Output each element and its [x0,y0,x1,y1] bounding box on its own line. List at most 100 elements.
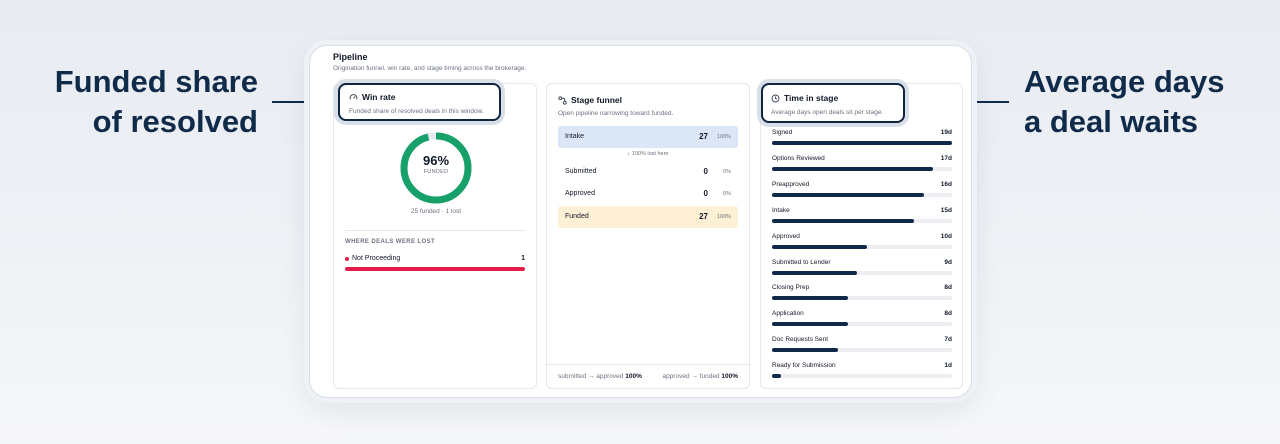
stage-name: Doc Requests Sent [772,336,829,344]
conversion-value: 100% [625,373,642,380]
stage-name: Approved [772,232,800,240]
stage-time-row: Closing Prep 8d [772,284,952,304]
stage-days: 8d [944,284,952,292]
conversion-value: 100% [721,373,738,380]
stage-name: Intake [772,206,790,214]
stage-name: Options Reviewed [772,154,825,162]
stage-name: Preapproved [772,180,810,188]
lost-reason-bar [345,267,525,271]
stage-bar-fill [772,374,782,379]
lost-reason-count: 1 [521,255,525,262]
funnel-row-intake[interactable]: Intake 27 100% [558,126,738,148]
funnel-row-count: 0 [703,189,708,198]
stage-bar-fill [772,296,848,301]
stage-bar-track [772,218,952,223]
lost-dot-icon [345,257,349,261]
win-rate-ring-label: FUNDED [423,169,449,175]
conversion-label: approved → funded [662,373,720,380]
stage-bar-fill [772,322,848,327]
stage-bar-fill [772,166,934,171]
win-rate-card: 96% FUNDED 25 funded · 1 lost WHERE DEAL… [333,83,537,389]
time-in-stage-card: Signed 19d Options Reviewed 17d Preapproved 1… [760,83,963,389]
panel-title: Pipeline [333,52,368,62]
funnel-title: Stage funnel [571,95,623,105]
time-in-stage-header-highlight: Time in stage Average days open deals si… [761,83,905,123]
stage-days: 16d [940,180,952,188]
stage-name: Ready for Submission [772,362,836,370]
stage-time-row: Doc Requests Sent 7d [772,336,952,356]
time-in-stage-header: Time in stage [771,93,838,103]
funnel-description: Open pipeline narrowing toward funded. [558,110,674,117]
stage-bar-fill [772,244,867,249]
lost-reason-name: Not Proceeding [352,255,401,262]
funnel-footer-divider [547,364,749,365]
funnel-row-funded[interactable]: Funded 27 100% [558,206,738,228]
funnel-row-approved[interactable]: Approved 0 0% [558,183,738,205]
stage-funnel-card: Stage funnel Open pipeline narrowing tow… [546,83,750,389]
stage-bar-track [772,166,952,171]
funnel-row-name: Approved [565,190,595,197]
callout-line: Funded share [54,64,258,99]
stage-time-row: Preapproved 16d [772,181,952,201]
stage-time-row: Approved 10d [772,233,952,253]
stage-days: 8d [944,310,952,318]
stage-name: Closing Prep [772,284,810,292]
stage-time-row: Signed 19d [772,129,952,149]
funnel-row-submitted[interactable]: Submitted 0 0% [558,161,738,183]
funnel-row-name: Funded [565,213,589,220]
funnel-conversion-approved-funded: approved → funded 100% [662,373,738,380]
stage-time-row: Options Reviewed 17d [772,155,952,175]
stage-time-row: Ready for Submission 1d [772,362,952,382]
win-rate-percent: 96% [422,153,450,168]
funnel-conversion-submitted-approved: submitted → approved 100% [558,373,642,380]
stage-bar-track [772,374,952,379]
funnel-row-pct: 100% [716,134,731,140]
stage-bar-track [772,244,952,249]
stage-bar-track [772,141,952,145]
win-rate-title: Win rate [362,92,396,102]
panel-subtitle: Origination funnel, win rate, and stage … [333,65,527,72]
stage-name: Submitted to Lender [772,258,831,266]
funnel-lost-note: ↓ 100% lost here [627,151,669,157]
funnel-row-count: 27 [699,132,708,141]
pipeline-panel: Pipeline Origination funnel, win rate, a… [309,45,972,398]
win-rate-description: Funded share of resolved deals in this w… [349,108,484,115]
stage-bar-track [772,296,952,301]
callout-line: of resolved [92,104,258,139]
time-in-stage-title: Time in stage [784,93,839,103]
funnel-row-count: 27 [699,212,708,221]
stage-bar-fill [772,141,952,145]
stage-bar-track [772,270,952,275]
stage-bar-fill [772,218,915,223]
stage-days: 10d [940,232,952,240]
callout-line: Average days [1024,64,1225,99]
stage-days: 7d [944,336,952,344]
funnel-row-pct: 0% [723,169,731,175]
win-rate-ring [400,132,472,204]
divider [345,230,525,231]
time-in-stage-description: Average days open deals sit per stage. [771,109,884,116]
stage-name: Signed [772,129,793,136]
stage-time-row: Submitted to Lender 9d [772,259,952,279]
clock-icon [771,94,780,102]
win-rate-header-highlight: Win rate Funded share of resolved deals … [338,83,501,121]
callout-line: a deal waits [1024,104,1199,139]
stage-days: 15d [940,206,952,214]
stage-time-row: Intake 15d [772,207,952,227]
stage-time-row: Application 8d [772,310,952,330]
callout-funded-share: Funded share of resolved [55,62,258,142]
lost-reason-row: Not Proceeding 1 [345,255,525,264]
stage-days: 17d [940,154,952,162]
funnel-row-name: Intake [565,133,585,140]
funnel-header: Stage funnel [558,95,622,105]
stage-days: 9d [944,258,952,266]
stage-name: Application [772,310,804,318]
stage-bar-track [772,192,952,197]
stage-bar-fill [772,270,858,275]
funnel-row-name: Submitted [565,168,597,175]
stage-bar-fill [772,348,839,353]
leader-line-left [272,101,314,103]
ring-funded-arc [400,132,472,204]
conversion-label: submitted → approved [558,373,624,380]
stage-days: 19d [940,129,952,136]
